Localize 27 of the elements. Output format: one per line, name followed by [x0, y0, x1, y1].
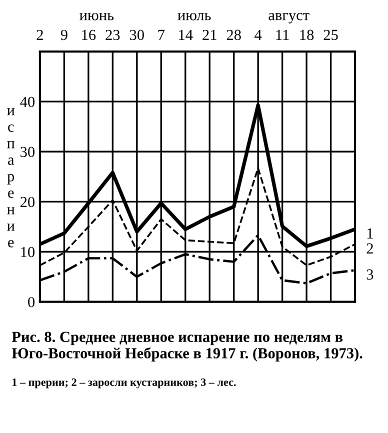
- y-tick-label: 30: [20, 146, 35, 158]
- x-tick-label: 18: [300, 30, 314, 40]
- text: июль: [178, 12, 211, 20]
- x-tick-label: 7: [158, 30, 165, 40]
- x-tick-label: 16: [82, 30, 96, 40]
- x-tick-label: 11: [276, 30, 289, 40]
- x-tick-label: 14: [179, 30, 193, 40]
- text: август: [268, 12, 310, 24]
- y-tick-label: 0: [28, 296, 35, 308]
- series-label: 1: [367, 228, 373, 238]
- x-tick-label: 28: [226, 30, 241, 40]
- x-tick-label: 4: [254, 30, 262, 40]
- series-label: 2: [366, 243, 373, 254]
- text: испарение: [7, 108, 15, 248]
- x-tick-label: 21: [202, 30, 216, 40]
- x-tick-label: 2: [36, 30, 43, 40]
- x-tick-label: 9: [60, 30, 68, 40]
- text: июнь: [80, 12, 114, 20]
- y-tick-label: 40: [20, 96, 35, 108]
- y-tick-label: 10: [21, 246, 35, 258]
- x-tick-label: 25: [324, 30, 338, 40]
- series-label: 3: [366, 269, 374, 280]
- y-tick-label: 20: [20, 196, 35, 208]
- x-tick-label: 23: [106, 30, 120, 40]
- x-tick-label: 30: [130, 30, 144, 40]
- text: 1 – прерии; 2 – заросли кустарников; 3 – лес.: [12, 378, 236, 388]
- text: Рис. 8. Среднее дневное испарение по неделям в Юго-Восточной Небраске в 1917 г. (Воронов, 1973).: [12, 332, 362, 362]
